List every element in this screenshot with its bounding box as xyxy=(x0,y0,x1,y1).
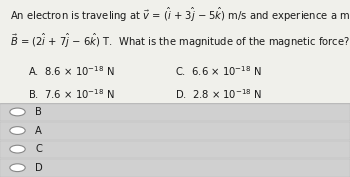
Circle shape xyxy=(10,145,25,153)
FancyBboxPatch shape xyxy=(0,122,350,140)
FancyBboxPatch shape xyxy=(0,159,350,177)
FancyBboxPatch shape xyxy=(0,104,350,121)
FancyBboxPatch shape xyxy=(0,0,350,103)
Text: C: C xyxy=(35,144,42,154)
Text: An electron is traveling at $\vec{v}$ = ($\hat{i}$ + 3$\hat{j}$ $-$ 5$\hat{k}$) : An electron is traveling at $\vec{v}$ = … xyxy=(10,6,350,24)
Text: B.  7.6 $\times$ 10$^{-18}$ N: B. 7.6 $\times$ 10$^{-18}$ N xyxy=(28,87,114,101)
Text: C.  6.6 $\times$ 10$^{-18}$ N: C. 6.6 $\times$ 10$^{-18}$ N xyxy=(175,64,262,78)
Circle shape xyxy=(10,108,25,116)
Text: A.  8.6 $\times$ 10$^{-18}$ N: A. 8.6 $\times$ 10$^{-18}$ N xyxy=(28,64,114,78)
Text: B: B xyxy=(35,107,42,117)
Circle shape xyxy=(10,164,25,172)
Text: A: A xyxy=(35,125,42,136)
Text: D: D xyxy=(35,163,43,173)
Text: D.  2.8 $\times$ 10$^{-18}$ N: D. 2.8 $\times$ 10$^{-18}$ N xyxy=(175,87,262,101)
FancyBboxPatch shape xyxy=(0,141,350,158)
Text: $\vec{B}$ = (2$\hat{i}$ + 7$\hat{j}$ $-$ 6$\hat{k}$) T.  What is the magnitude o: $\vec{B}$ = (2$\hat{i}$ + 7$\hat{j}$ $-$… xyxy=(10,32,350,50)
Circle shape xyxy=(10,127,25,135)
